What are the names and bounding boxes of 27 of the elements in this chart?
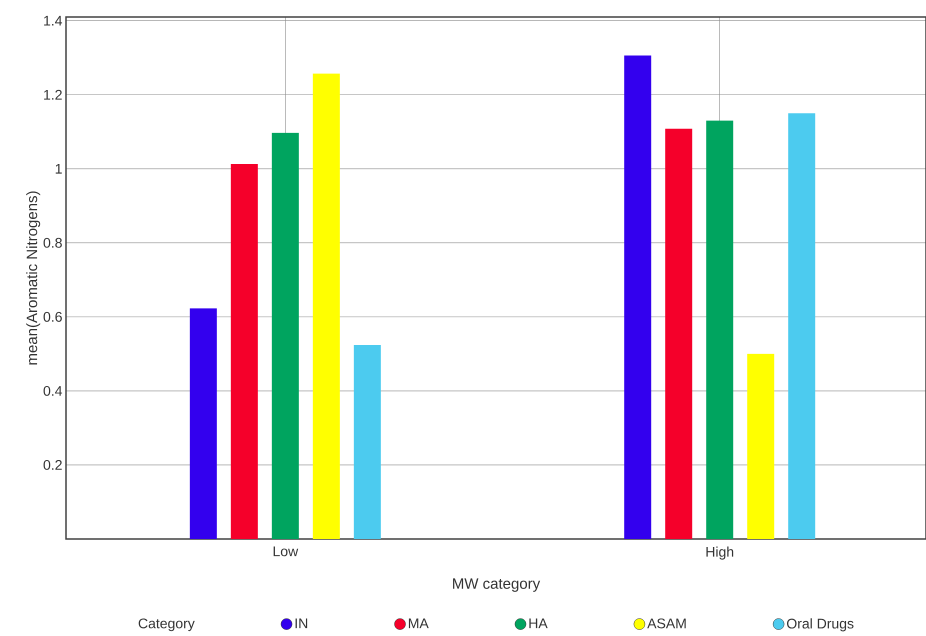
x-axis-title: MW category bbox=[453, 578, 540, 592]
y-tick-label: 1 bbox=[56, 164, 62, 174]
bar bbox=[190, 308, 217, 539]
legend-label: Oral Drugs bbox=[786, 618, 854, 632]
y-tick-label: 0.6 bbox=[44, 312, 62, 322]
bar bbox=[747, 354, 774, 539]
y-tick-label: 0.4 bbox=[44, 386, 62, 396]
legend-label: MA bbox=[408, 618, 429, 628]
bar bbox=[706, 120, 734, 539]
bar bbox=[354, 345, 381, 539]
bar bbox=[665, 128, 692, 539]
bar bbox=[788, 113, 816, 539]
x-tick-label: Low bbox=[274, 546, 298, 556]
y-tick-label: 1.2 bbox=[44, 90, 62, 100]
y-tick-label: 1.4 bbox=[44, 16, 62, 26]
legend-title: Category bbox=[138, 618, 195, 632]
legend-label: ASAM bbox=[647, 618, 686, 628]
x-tick-label: High bbox=[706, 546, 734, 560]
bar bbox=[624, 55, 652, 539]
bar bbox=[230, 164, 258, 539]
legend-label: HA bbox=[529, 618, 548, 628]
legend-label: IN bbox=[296, 618, 308, 628]
y-tick-label: 0.8 bbox=[44, 238, 62, 248]
y-axis-title: mean(Aromatic Nitrogens) bbox=[26, 191, 40, 365]
bar bbox=[312, 74, 340, 539]
y-tick-label: 0.2 bbox=[44, 460, 62, 470]
bar bbox=[272, 132, 299, 539]
